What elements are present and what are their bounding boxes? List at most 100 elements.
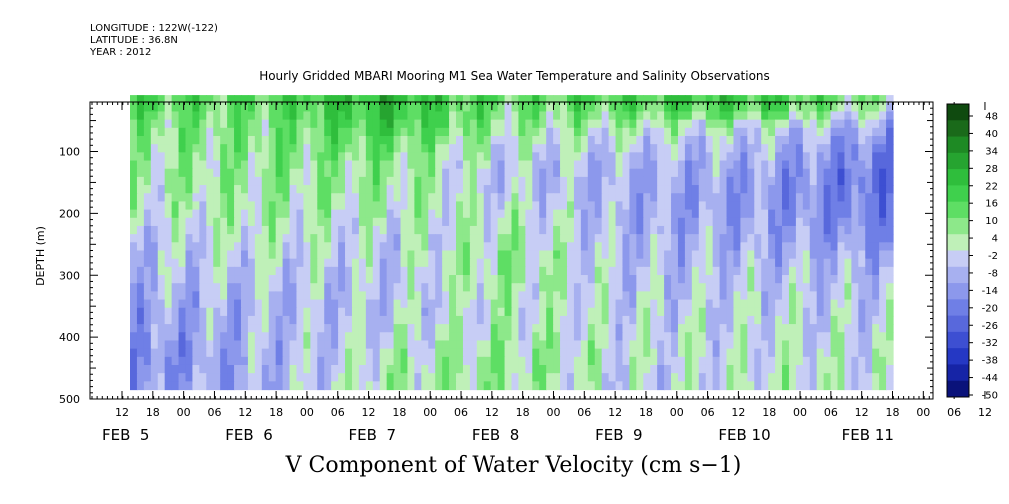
heatmap-cell	[289, 127, 298, 137]
heatmap-cell	[469, 381, 478, 391]
heatmap-cell	[802, 332, 811, 342]
heatmap-cell	[275, 250, 284, 260]
heatmap-cell	[664, 127, 672, 137]
heatmap-cell	[740, 315, 748, 325]
heatmap-cell	[754, 160, 762, 170]
heatmap-cell	[768, 283, 776, 292]
heatmap-cell	[677, 348, 686, 358]
heatmap-cell	[872, 209, 880, 219]
heatmap-cell	[823, 258, 832, 268]
heatmap-cell	[192, 111, 200, 121]
heatmap-cell	[317, 364, 325, 374]
heatmap-cell	[469, 160, 478, 170]
heatmap-cell	[823, 193, 832, 203]
heatmap-cell	[171, 95, 180, 104]
heatmap-cell	[240, 185, 249, 194]
heatmap-cell	[206, 168, 214, 178]
heatmap-cell	[636, 225, 644, 235]
heatmap-cell	[338, 176, 346, 186]
heatmap-cell	[726, 266, 735, 276]
x-tick-label: 12	[855, 406, 869, 419]
heatmap-cell	[143, 324, 152, 333]
heatmap-cell	[497, 373, 506, 382]
heatmap-cell	[220, 193, 228, 203]
heatmap-cell	[261, 315, 270, 325]
heatmap-cell	[365, 160, 374, 170]
heatmap-cell	[837, 258, 846, 268]
heatmap-cell	[671, 324, 679, 333]
heatmap-cell	[289, 225, 298, 235]
heatmap-cell	[428, 307, 436, 317]
heatmap-cell	[296, 258, 305, 268]
heatmap-cell	[629, 127, 637, 137]
heatmap-cell	[587, 111, 596, 121]
heatmap-cell	[698, 234, 707, 243]
heatmap-cell	[664, 209, 672, 219]
heatmap-cell	[164, 201, 173, 211]
heatmap-cell	[657, 209, 665, 219]
heatmap-cell	[851, 307, 859, 317]
heatmap-cell	[546, 103, 554, 113]
heatmap-cell	[317, 152, 325, 162]
heatmap-cell	[310, 332, 318, 342]
heatmap-cell	[712, 111, 721, 121]
heatmap-cell	[657, 201, 665, 211]
heatmap-cell	[365, 209, 374, 219]
heatmap-cell	[338, 201, 346, 211]
heatmap-cell	[331, 103, 339, 113]
heatmap-cell	[150, 234, 159, 243]
heatmap-cell	[303, 95, 311, 104]
heatmap-cell	[261, 324, 270, 333]
heatmap-cell	[712, 266, 721, 276]
heatmap-cell	[400, 373, 409, 382]
heatmap-cell	[858, 307, 866, 317]
heatmap-cell	[296, 381, 305, 391]
heatmap-cell	[240, 127, 249, 137]
heatmap-cell	[213, 324, 221, 333]
heatmap-cell	[213, 364, 221, 374]
heatmap-cell	[629, 234, 637, 243]
heatmap-cell	[476, 258, 485, 268]
heatmap-cell	[782, 364, 790, 374]
heatmap-cell	[733, 135, 741, 145]
heatmap-cell	[809, 299, 818, 309]
heatmap-cell	[442, 160, 450, 170]
heatmap-cell	[539, 144, 547, 153]
heatmap-cell	[324, 111, 332, 121]
heatmap-cell	[629, 193, 637, 203]
heatmap-cell	[220, 340, 228, 350]
heatmap-cell	[338, 234, 346, 243]
heatmap-cell	[143, 201, 152, 211]
heatmap-cell	[886, 340, 894, 350]
heatmap-cell	[393, 324, 402, 333]
heatmap-cell	[435, 135, 443, 145]
heatmap-cell	[171, 250, 180, 260]
heatmap-cell	[289, 193, 298, 203]
heatmap-cell	[768, 168, 776, 178]
heatmap-cell	[164, 364, 173, 374]
heatmap-cell	[157, 381, 166, 391]
heatmap-cell	[886, 291, 894, 301]
heatmap-cell	[421, 135, 429, 145]
heatmap-cell	[622, 209, 631, 219]
heatmap-cell	[802, 168, 811, 178]
heatmap-cell	[469, 332, 478, 342]
heatmap-cell	[844, 283, 852, 292]
heatmap-cell	[456, 209, 464, 219]
heatmap-cell	[275, 209, 284, 219]
heatmap-cell	[400, 168, 409, 178]
heatmap-cell	[157, 193, 166, 203]
heatmap-cell	[712, 95, 721, 104]
heatmap-cell	[684, 201, 693, 211]
heatmap-cell	[809, 348, 818, 358]
heatmap-cell	[157, 135, 166, 145]
heatmap-cell	[782, 160, 790, 170]
heatmap-cell	[213, 103, 221, 113]
heatmap-cell	[511, 127, 520, 137]
colorbar-swatch	[947, 348, 969, 365]
heatmap-cell	[657, 234, 665, 243]
heatmap-cell	[629, 258, 637, 268]
heatmap-cell	[442, 324, 450, 333]
heatmap-cell	[435, 201, 443, 211]
heatmap-cell	[775, 324, 783, 333]
